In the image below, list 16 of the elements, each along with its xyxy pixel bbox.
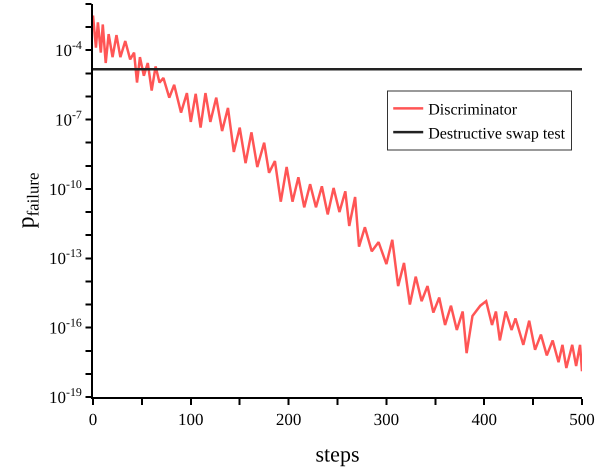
y-tick-label: 10$^{-16}$: [48, 315, 82, 338]
y-tick-label: 10$^{-10}$: [48, 176, 82, 199]
line-series: [93, 14, 582, 372]
y-tick-label: 10$^{-13}$: [48, 246, 82, 268]
y-tick-label: 10$^{-7}$: [54, 107, 82, 130]
legend-label: Destructive swap test: [428, 125, 566, 142]
y-tick-label: 10$^{-4}$: [54, 38, 82, 60]
x-tick-label: 400: [471, 410, 497, 430]
x-tick-label: 200: [276, 410, 302, 430]
x-tick-label: 100: [178, 410, 204, 430]
x-tick-label: 0: [88, 410, 98, 430]
x-axis-title: steps: [316, 442, 360, 467]
x-tick-label: 500: [569, 410, 595, 430]
y-tick-label: 10$^{-19}$: [48, 384, 82, 407]
legend-label: Discriminator: [428, 102, 518, 119]
x-tick-label: 300: [374, 410, 400, 430]
